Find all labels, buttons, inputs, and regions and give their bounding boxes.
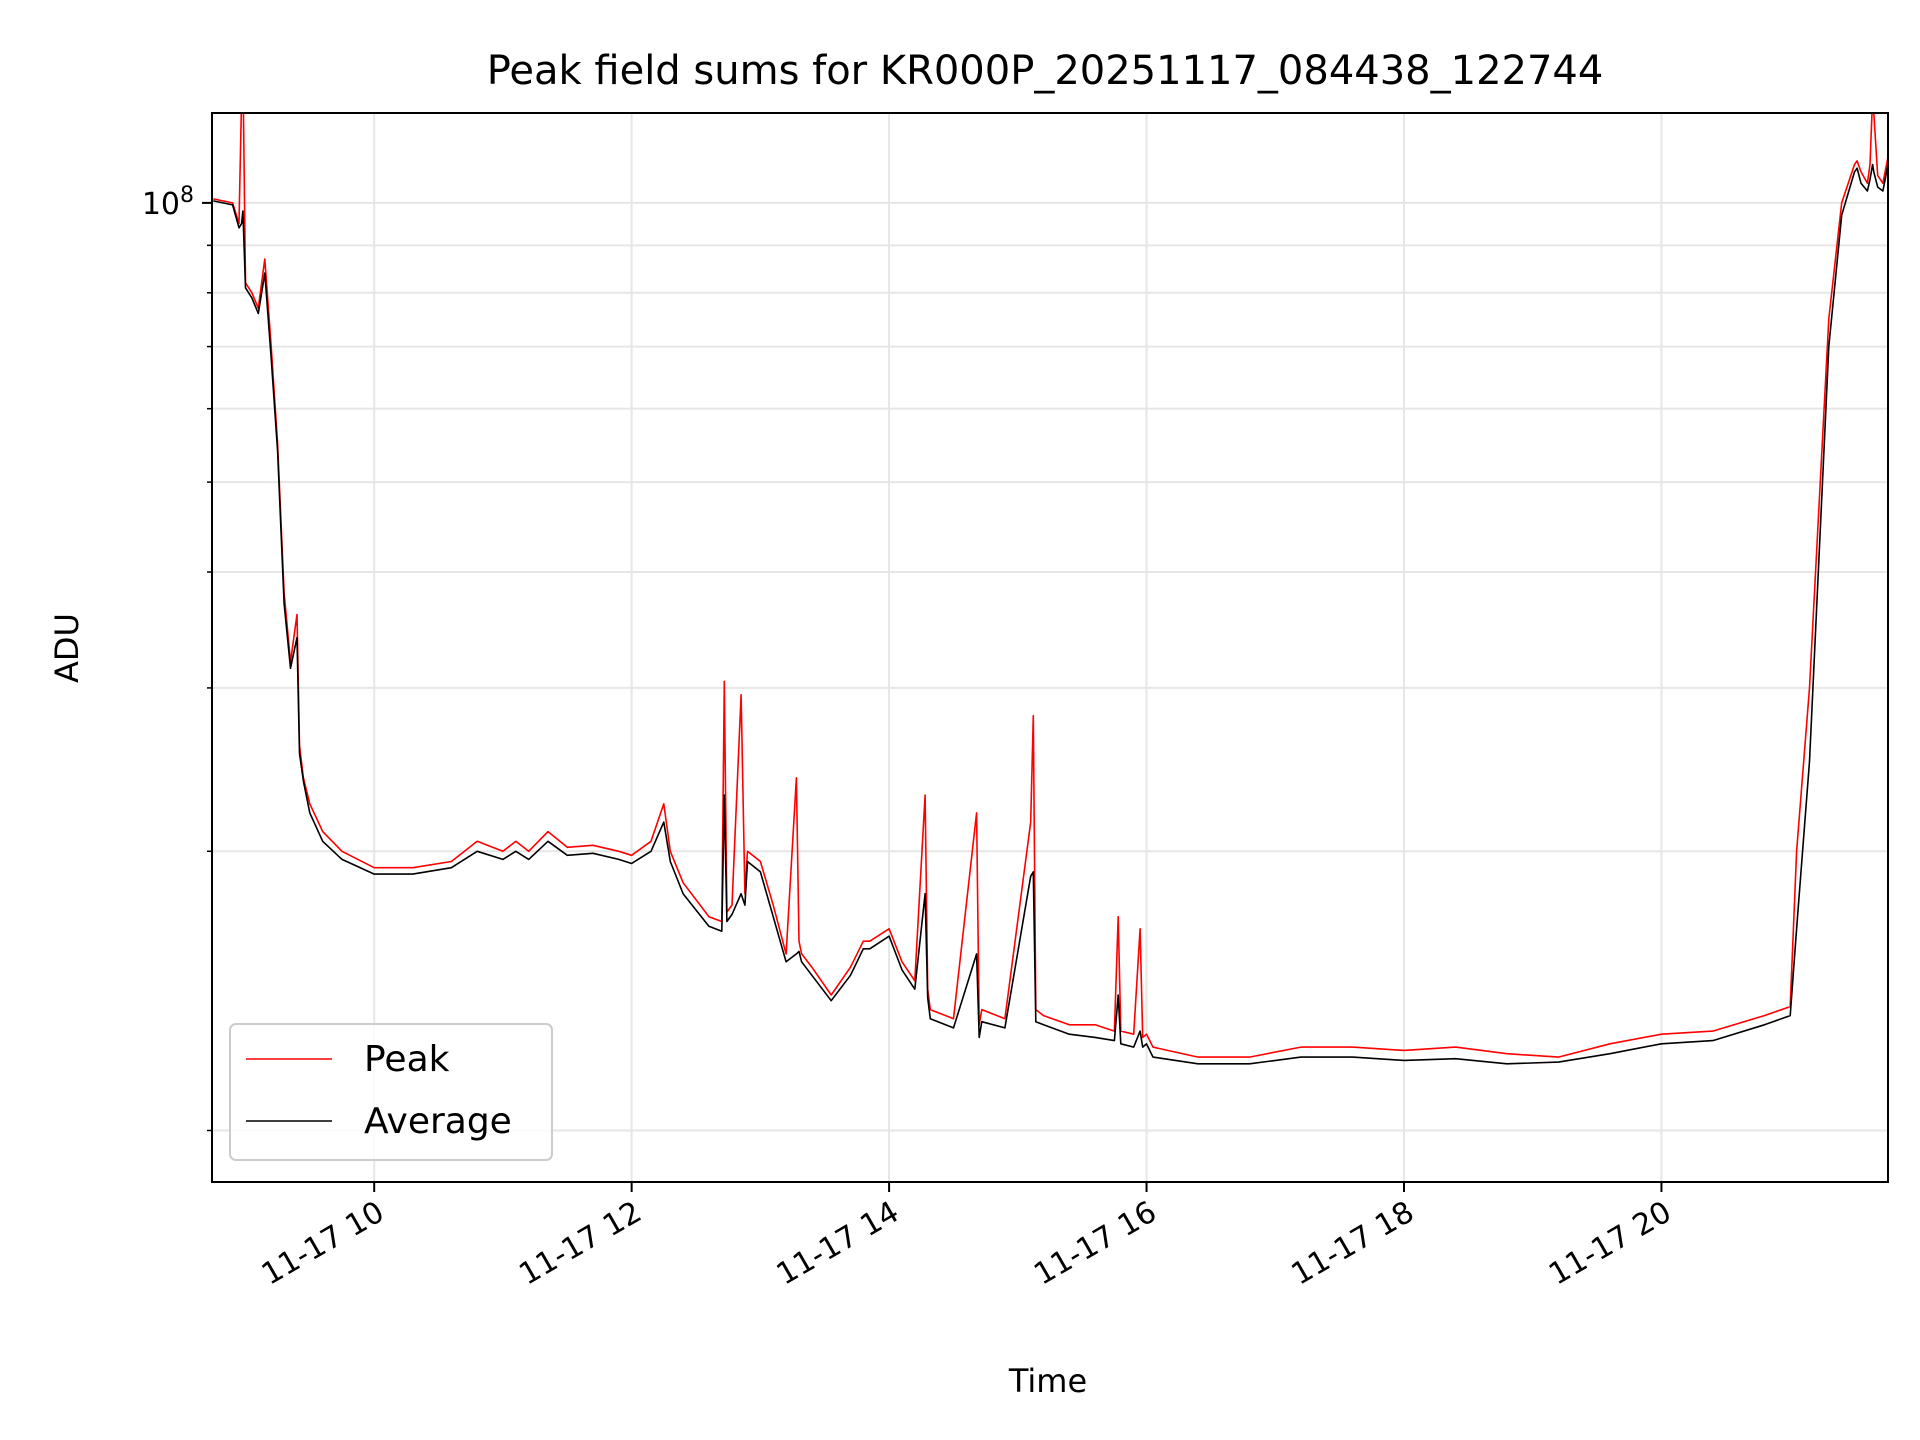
plot-area <box>212 113 1888 1182</box>
y-axis-ticks: 108 <box>142 183 212 1132</box>
plot-frame <box>211 112 1889 1183</box>
grid-lines <box>212 113 1888 1182</box>
y-tick-label: 108 <box>142 183 194 222</box>
data-series <box>213 113 1888 1065</box>
y-axis-label: ADU <box>48 613 86 683</box>
chart-title: Peak field sums for KR000P_20251117_0844… <box>487 48 1604 94</box>
series-line-peak <box>213 113 1888 1058</box>
legend: Peak Average <box>229 1023 553 1161</box>
legend-average-label: Average <box>364 1101 512 1142</box>
legend-peak-label: Peak <box>364 1039 450 1080</box>
x-axis-label: Time <box>1008 1362 1087 1400</box>
series-line-average <box>213 163 1888 1065</box>
legend-box <box>229 1023 553 1161</box>
